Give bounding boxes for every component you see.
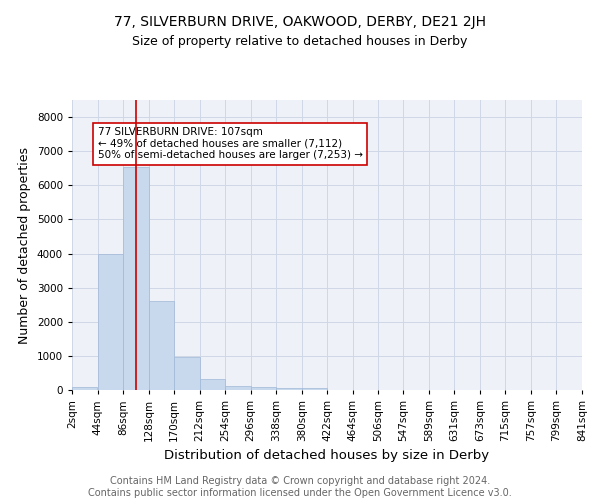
Bar xyxy=(225,386,251,390)
Bar xyxy=(72,388,97,390)
Bar xyxy=(174,357,200,390)
Text: Contains HM Land Registry data © Crown copyright and database right 2024.
Contai: Contains HM Land Registry data © Crown c… xyxy=(88,476,512,498)
Bar xyxy=(251,387,276,390)
X-axis label: Distribution of detached houses by size in Derby: Distribution of detached houses by size … xyxy=(164,450,490,462)
Bar xyxy=(98,254,123,390)
Bar xyxy=(200,380,225,390)
Text: 77, SILVERBURN DRIVE, OAKWOOD, DERBY, DE21 2JH: 77, SILVERBURN DRIVE, OAKWOOD, DERBY, DE… xyxy=(114,15,486,29)
Bar xyxy=(149,300,174,390)
Text: Size of property relative to detached houses in Derby: Size of property relative to detached ho… xyxy=(133,35,467,48)
Bar xyxy=(302,388,327,390)
Bar xyxy=(277,388,302,390)
Bar xyxy=(123,167,149,390)
Text: 77 SILVERBURN DRIVE: 107sqm
← 49% of detached houses are smaller (7,112)
50% of : 77 SILVERBURN DRIVE: 107sqm ← 49% of det… xyxy=(98,128,362,160)
Y-axis label: Number of detached properties: Number of detached properties xyxy=(18,146,31,344)
